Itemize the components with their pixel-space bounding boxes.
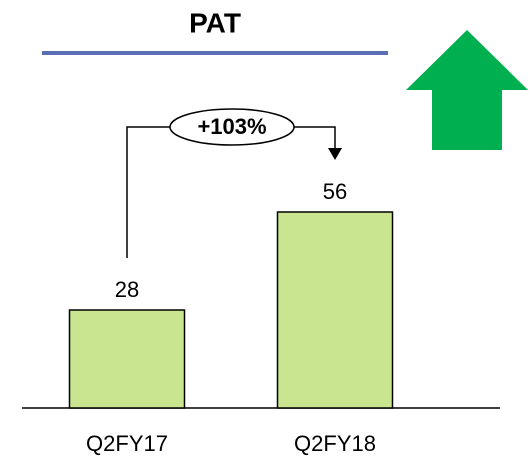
bar	[276, 211, 394, 409]
connector	[126, 126, 170, 258]
connector	[294, 126, 336, 150]
annotation-bubble	[169, 108, 295, 146]
bar	[68, 309, 186, 409]
up-arrow-icon	[406, 30, 528, 150]
x-tick-label: Q2FY18	[294, 431, 376, 456]
data-label: 28	[115, 277, 139, 302]
data-label: 56	[323, 179, 347, 204]
x-tick-label: Q2FY17	[86, 431, 168, 456]
chart-title: PAT	[189, 7, 241, 38]
connector-arrowhead	[328, 148, 342, 160]
annotation: +103%	[197, 114, 266, 139]
